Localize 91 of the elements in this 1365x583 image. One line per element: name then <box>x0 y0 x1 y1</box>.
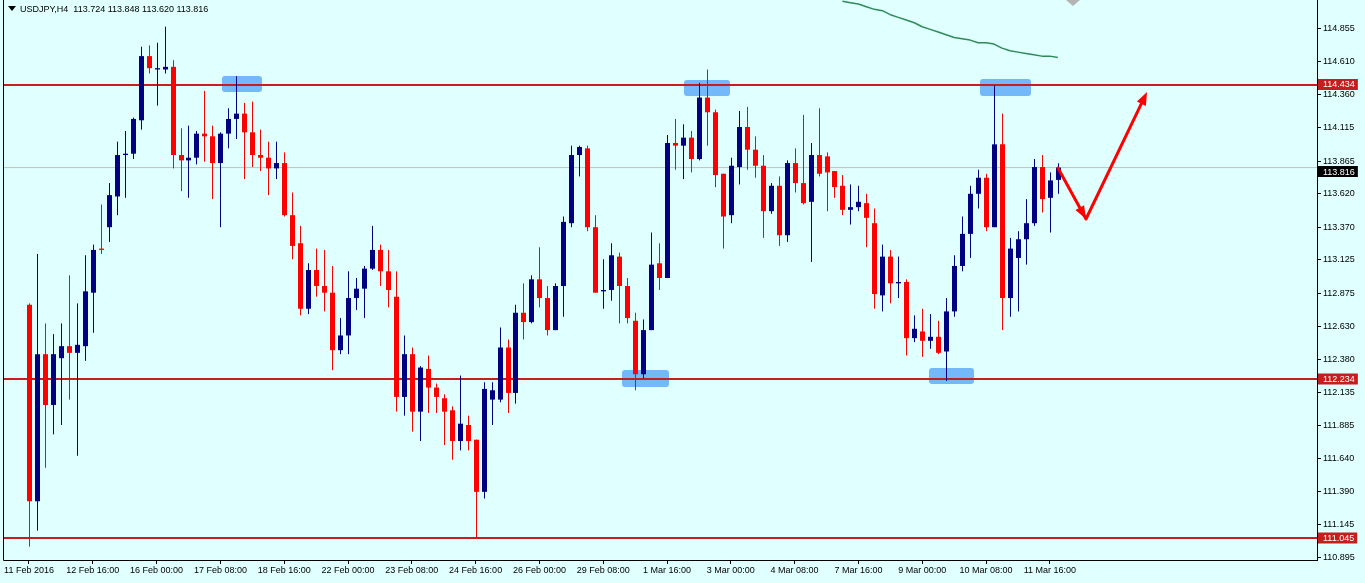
x-tick-label: 29 Feb 08:00 <box>576 564 630 575</box>
candlestick <box>354 277 359 311</box>
y-tick-label: 111.640 <box>1323 452 1355 463</box>
candlestick <box>864 193 869 248</box>
y-tick-label: 113.125 <box>1323 254 1355 265</box>
candlestick <box>753 135 758 179</box>
candlestick <box>147 44 152 75</box>
x-tick-label: 17 Feb 08:00 <box>193 564 247 575</box>
candlestick <box>1016 230 1021 312</box>
candlestick <box>817 107 822 177</box>
x-tick-label: 9 Mar 00:00 <box>898 564 947 575</box>
x-tick-label: 1 Mar 16:00 <box>643 564 692 575</box>
candlestick <box>920 308 925 358</box>
candlestick <box>322 249 327 312</box>
candlestick <box>936 320 941 355</box>
y-tick-label: 114.855 <box>1323 23 1355 34</box>
y-tick-label: 114.115 <box>1323 122 1355 133</box>
candlestick <box>673 118 678 171</box>
candlestick <box>378 244 383 287</box>
ref-line-label: 111.045 <box>1323 532 1355 543</box>
ref-line-label: 112.234 <box>1323 374 1355 385</box>
x-tick-label: 11 Feb 2016 <box>4 564 54 575</box>
candlestick <box>825 151 830 212</box>
y-tick-label: 113.620 <box>1323 188 1355 199</box>
candlestick <box>490 381 495 426</box>
ref-line-label: 114.434 <box>1323 79 1355 90</box>
y-tick-label: 114.360 <box>1323 89 1355 100</box>
candlestick <box>1024 198 1029 266</box>
candlestick <box>976 169 981 209</box>
candlestick <box>274 141 279 180</box>
y-tick-label: 113.370 <box>1323 221 1355 232</box>
candlestick <box>689 130 694 173</box>
candlestick <box>577 145 582 177</box>
candlestick <box>856 185 861 212</box>
y-tick-label: 111.390 <box>1323 486 1355 497</box>
x-tick-label: 3 Mar 00:00 <box>706 564 755 575</box>
x-tick-label: 24 Feb 16:00 <box>449 564 503 575</box>
candlestick <box>705 69 710 147</box>
candlestick <box>59 322 64 426</box>
candlestick <box>801 114 806 205</box>
candlestick <box>848 183 853 226</box>
candlestick <box>537 246 542 308</box>
candlestick <box>912 314 917 343</box>
candlestick <box>1048 171 1053 234</box>
candlestick <box>250 101 255 168</box>
y-tick-label: 111.885 <box>1323 420 1355 431</box>
candlestick <box>681 123 686 180</box>
candlestick <box>75 302 80 457</box>
candlestick <box>386 249 391 308</box>
y-tick-label: 112.380 <box>1323 354 1355 365</box>
candlestick <box>521 282 526 340</box>
x-tick-label: 12 Feb 16:00 <box>66 564 120 575</box>
y-tick-label: 112.135 <box>1323 386 1355 397</box>
x-tick-label: 10 Mar 08:00 <box>959 564 1013 575</box>
x-tick-label: 16 Feb 00:00 <box>130 564 184 575</box>
x-tick-label: 26 Feb 00:00 <box>512 564 566 575</box>
candlestick <box>745 106 750 171</box>
y-tick-label: 110.895 <box>1323 552 1355 563</box>
ref-line-label: 113.816 <box>1323 166 1355 177</box>
text: USDJPY,H4 113.724 113.848 113.620 113.816 <box>20 4 209 14</box>
y-tick-label: 112.630 <box>1323 320 1355 331</box>
candlestick <box>234 75 239 140</box>
candlestick <box>314 248 319 298</box>
candlestick <box>466 415 471 451</box>
x-tick-label: 7 Mar 16:00 <box>834 564 883 575</box>
candlestick <box>179 127 184 192</box>
candlestick <box>370 225 375 271</box>
candlestick <box>242 102 247 180</box>
candlestick <box>258 129 263 172</box>
candlestick <box>362 265 367 319</box>
x-tick-label: 18 Feb 16:00 <box>257 564 311 575</box>
candlestick <box>793 147 798 193</box>
candlestick <box>832 170 837 199</box>
candlestick <box>928 313 933 350</box>
x-tick-label: 4 Mar 08:00 <box>770 564 819 575</box>
y-tick-label: 113.865 <box>1323 155 1355 166</box>
y-tick-label: 111.145 <box>1323 519 1355 530</box>
candlestick <box>338 317 343 355</box>
x-tick-label: 22 Feb 00:00 <box>321 564 375 575</box>
candlestick <box>426 355 431 414</box>
candlestick <box>657 242 662 291</box>
candlestick <box>442 393 447 446</box>
candlestick <box>434 383 439 414</box>
x-tick-label: 23 Feb 08:00 <box>385 564 439 575</box>
y-tick-label: 114.610 <box>1323 55 1355 66</box>
candlestick <box>266 141 271 196</box>
candlestick <box>226 107 231 149</box>
candlestick <box>458 375 463 451</box>
x-tick-label: 11 Mar 16:00 <box>1023 564 1077 575</box>
y-tick-label: 112.875 <box>1323 287 1355 298</box>
candlestick <box>67 274 72 401</box>
